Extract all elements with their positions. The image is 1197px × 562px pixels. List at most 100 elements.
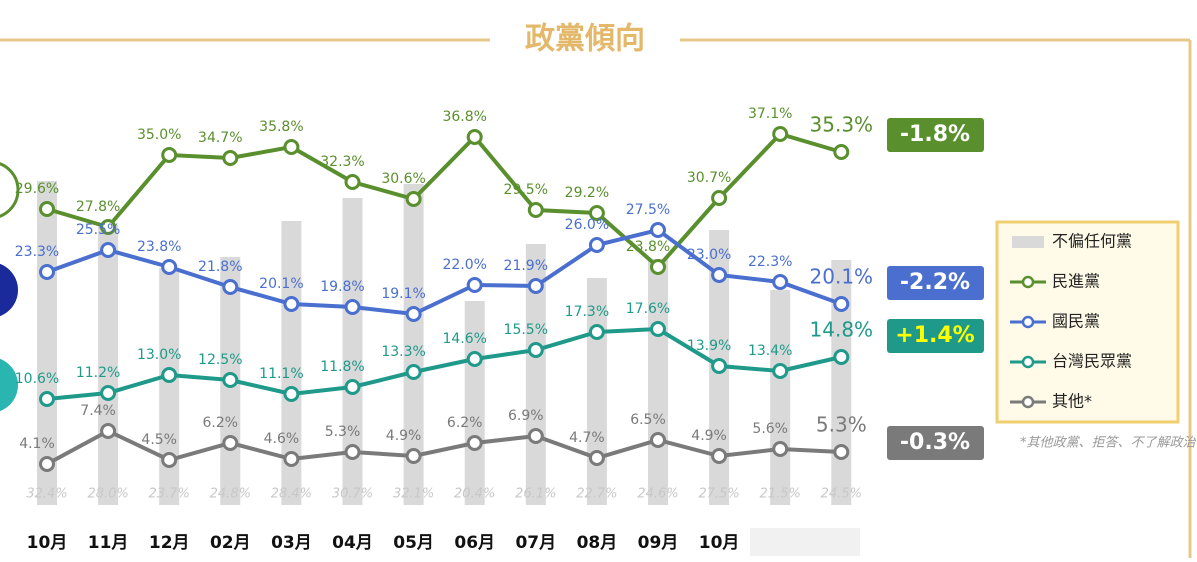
bar [403,184,424,505]
point [283,451,300,467]
bar-label: 27.5% [698,487,739,502]
data-label: 22.3% [748,254,792,270]
point [100,423,117,439]
data-label: 5.6% [752,421,788,437]
point [161,452,178,468]
bar-label: 21.5% [760,487,801,502]
point [39,391,55,407]
data-label: 4.9% [691,428,727,444]
point [466,435,483,451]
point [650,321,666,337]
data-label: 29.5% [504,182,548,198]
data-label: 4.9% [386,428,422,444]
point [222,435,239,451]
bar-label: 28.4% [271,487,312,502]
change-label: -2.2% [900,270,970,295]
point [283,139,300,155]
point [344,444,361,460]
x-tick-label: 11月 [88,533,129,553]
data-label: 7.4% [80,403,116,419]
data-label: 15.5% [504,322,548,338]
point [711,358,728,374]
data-label: 36.8% [442,109,486,125]
data-label: 19.8% [320,279,364,295]
data-label: 11.1% [259,366,303,382]
data-label: 34.7% [198,130,242,146]
point [405,306,422,322]
x-tick-label: 03月 [271,533,312,553]
point [222,150,239,166]
point [711,267,728,283]
bar [281,221,302,505]
bar-label: 24.8% [210,487,251,502]
point [588,324,605,340]
data-label: 26.0% [565,217,609,233]
bar-label: 26.1% [515,487,556,502]
data-label: 13.4% [748,343,792,359]
legend-label: 國民黨 [1052,312,1100,331]
series-line [46,326,842,401]
x-tick-label: 06月 [454,533,495,553]
point [527,342,544,358]
point [100,385,117,401]
point [833,144,850,160]
data-label: 4.6% [264,431,300,447]
data-label: 6.9% [508,408,544,424]
legend-marker [1021,315,1035,329]
change-badge [887,266,984,300]
point [711,448,728,464]
data-label: 12.5% [198,352,242,368]
data-label: 23.3% [15,244,59,260]
change-badge [887,118,984,152]
data-label: 14.6% [442,331,486,347]
legend-marker [1021,355,1035,369]
legend-marker [1021,275,1035,289]
bar-label: 32.1% [393,487,434,502]
data-label: 10.6% [15,371,59,387]
point [527,202,544,218]
point [405,448,422,464]
data-label: 21.8% [198,259,242,275]
logo [0,358,18,412]
data-label: 20.1% [810,265,874,289]
data-label: 11.8% [320,359,364,375]
point [466,277,483,293]
point [711,190,728,206]
x-tick-label: 08月 [577,533,618,553]
data-label: 14.8% [810,318,874,342]
point [283,296,300,312]
change-label: -1.8% [900,122,970,147]
data-label: 29.2% [565,185,609,201]
bar-label: 24.5% [821,487,862,502]
data-label: 21.9% [504,258,548,274]
logo [0,263,18,317]
x-tick-label: 07月 [515,533,556,553]
series-line [46,131,842,270]
data-label: 23.0% [687,247,731,263]
point [772,363,789,379]
point [833,444,850,460]
point [588,205,605,221]
data-label: 35.3% [810,113,874,137]
point [772,441,789,457]
data-label: 35.8% [259,119,303,135]
data-label: 4.1% [19,436,55,452]
footnote: *其他政黨、拒答、不了解政治 [1020,436,1197,451]
point [344,379,361,395]
bar [770,290,791,505]
point [405,364,422,380]
point [161,147,178,163]
data-label: 30.6% [381,171,425,187]
data-label: 4.5% [141,432,177,448]
data-label: 29.6% [15,181,59,197]
blurred-label [750,528,860,556]
x-tick-label: 12月 [149,533,190,553]
logo [0,162,20,218]
legend-swatch [1012,236,1044,248]
bar-label: 28.0% [87,487,128,502]
point [833,349,850,365]
point [527,428,544,444]
data-label: 13.3% [381,344,425,360]
series-line [46,428,842,466]
x-tick-label: 04月 [332,533,373,553]
